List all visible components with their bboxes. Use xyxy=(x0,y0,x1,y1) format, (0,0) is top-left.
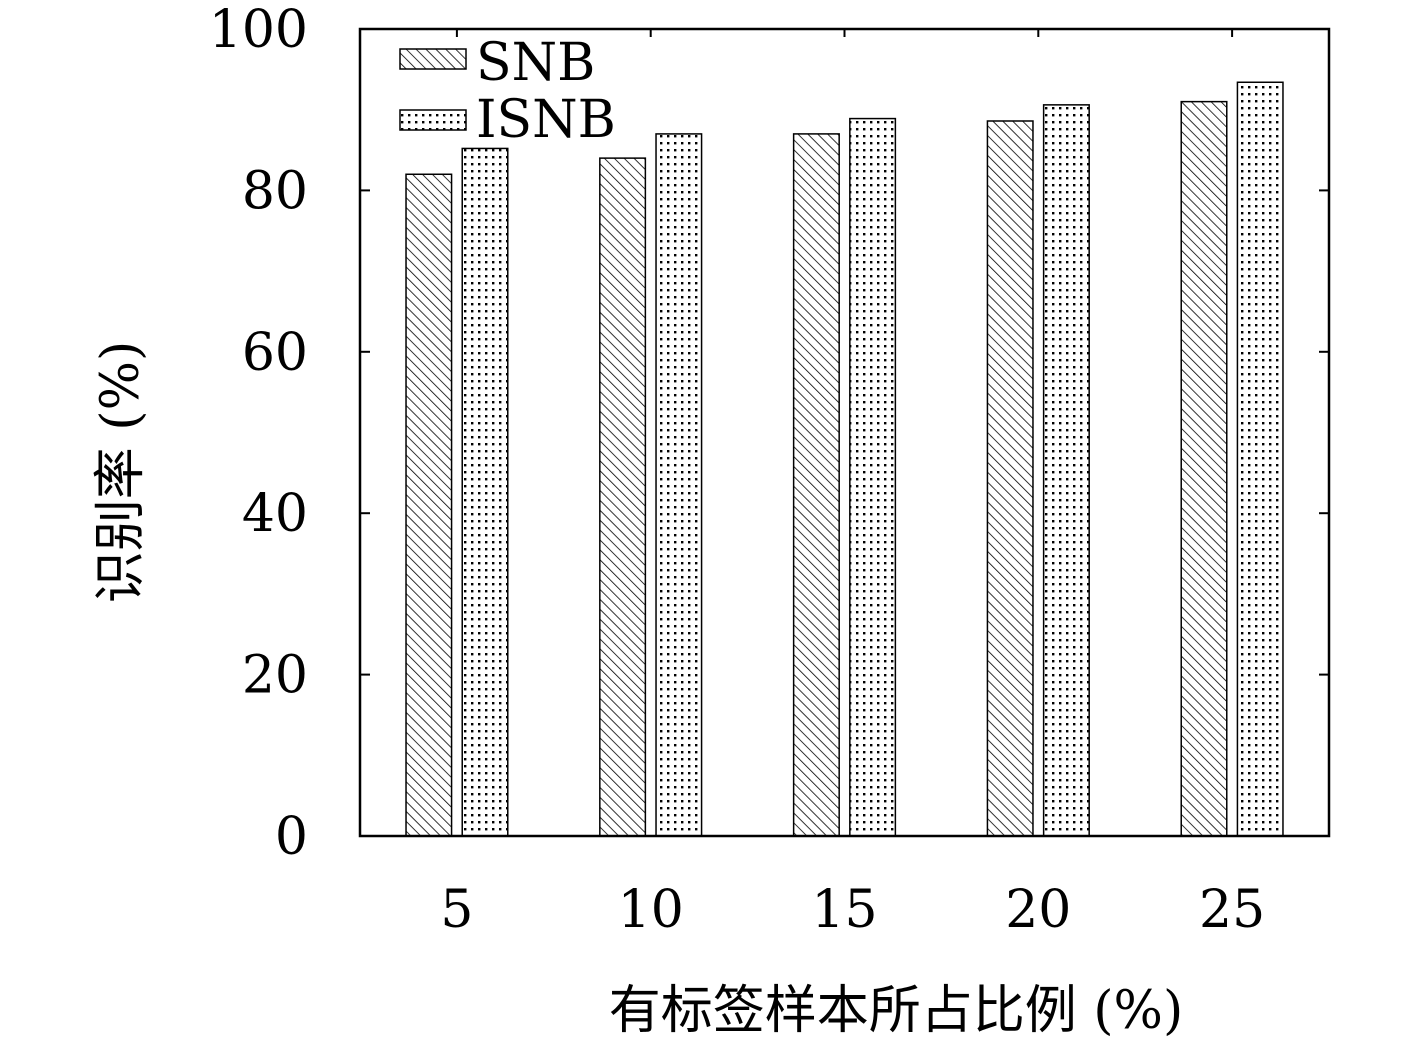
y-tick-label-20: 20 xyxy=(242,646,308,706)
bar-snb-20 xyxy=(986,120,1034,837)
axes-group xyxy=(358,27,1331,838)
y-tick-label-40: 40 xyxy=(242,484,308,544)
bar-isnb-10 xyxy=(655,133,703,837)
x-tick-labels: 5 10 15 20 25 xyxy=(440,880,1265,940)
bar-snb-25 xyxy=(1180,100,1228,837)
bar-snb-5 xyxy=(405,173,453,837)
x-axis-title: 有标签样本所占比例 (%) xyxy=(609,981,1184,1041)
y-axis-title: 识别率 (%) xyxy=(91,341,151,604)
bars-group xyxy=(405,81,1284,837)
y-tick-label-80: 80 xyxy=(242,161,308,221)
legend-swatch-snb xyxy=(399,48,467,70)
x-tick-label-5: 5 xyxy=(440,880,473,940)
bar-snb-15 xyxy=(792,133,840,837)
x-tick-label-10: 10 xyxy=(618,880,684,940)
bar-isnb-25 xyxy=(1236,81,1284,837)
legend-label-isnb: ISNB xyxy=(476,90,616,150)
y-tick-labels: 0 20 40 60 80 100 xyxy=(209,0,308,867)
bar-isnb-15 xyxy=(849,117,897,837)
bar-isnb-5 xyxy=(461,147,509,837)
x-tick-label-15: 15 xyxy=(811,880,877,940)
bar-snb-10 xyxy=(599,157,647,837)
legend: SNB ISNB xyxy=(399,33,616,150)
y-tick-label-100: 100 xyxy=(209,0,308,60)
legend-label-snb: SNB xyxy=(476,33,595,93)
x-tick-label-25: 25 xyxy=(1199,880,1265,940)
y-tick-label-0: 0 xyxy=(275,807,308,867)
bar-isnb-20 xyxy=(1042,104,1090,837)
legend-swatch-isnb xyxy=(399,109,467,131)
x-tick-label-20: 20 xyxy=(1005,880,1071,940)
y-tick-label-60: 60 xyxy=(242,323,308,383)
